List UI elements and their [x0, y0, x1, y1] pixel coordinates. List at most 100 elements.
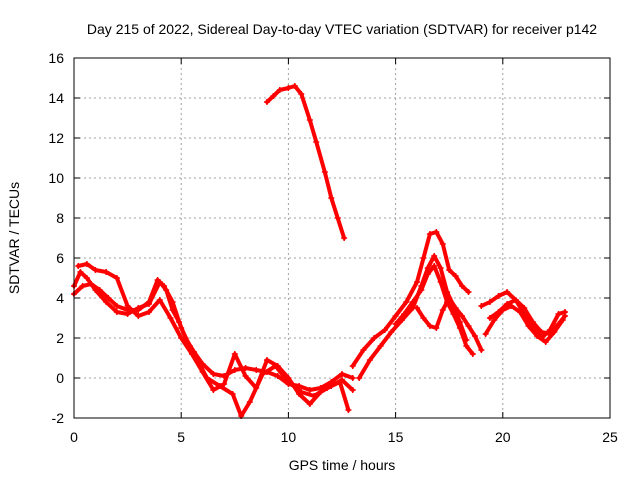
data-point: [392, 313, 399, 319]
data-point: [471, 333, 478, 339]
data-point: [388, 329, 395, 335]
data-point: [433, 325, 440, 331]
data-point: [521, 305, 528, 311]
data-point: [96, 287, 103, 293]
data-point: [546, 331, 553, 337]
data-point: [463, 343, 470, 349]
data-point: [392, 321, 399, 327]
data-point: [339, 371, 345, 377]
data-point: [516, 309, 523, 315]
y-tick-label: 16: [48, 50, 64, 66]
data-point: [446, 267, 453, 273]
data-point: [459, 283, 466, 289]
y-tick-label: 8: [56, 210, 64, 226]
x-tick-label: 0: [70, 429, 78, 445]
data-point: [409, 299, 416, 305]
data-point: [452, 273, 459, 279]
x-axis-title: GPS time / hours: [289, 457, 396, 473]
data-point: [356, 375, 363, 381]
data-point: [274, 373, 281, 379]
data-point: [306, 387, 313, 393]
y-tick-label: 2: [56, 330, 64, 346]
data-point: [345, 407, 352, 413]
data-point: [291, 83, 298, 89]
y-tick-label: -2: [52, 410, 65, 426]
y-tick-label: 6: [56, 250, 64, 266]
data-point: [341, 235, 348, 241]
data-point: [525, 323, 532, 329]
data-point: [534, 333, 541, 339]
x-tick-label: 10: [281, 429, 297, 445]
data-point: [377, 343, 384, 349]
chart-title: Day 215 of 2022, Sidereal Day-to-day VTE…: [87, 21, 597, 37]
data-point: [167, 315, 174, 321]
data-point: [146, 309, 153, 315]
data-point: [306, 117, 313, 123]
data-point: [446, 295, 453, 301]
data-point: [486, 299, 493, 305]
data-point: [146, 299, 153, 305]
data-point: [83, 275, 90, 281]
data-point: [124, 303, 131, 309]
data-point: [465, 323, 472, 329]
data-point: [253, 385, 260, 391]
data-point: [263, 99, 270, 105]
data-point: [79, 283, 86, 289]
data-point: [418, 287, 425, 293]
data-point: [229, 391, 236, 397]
y-tick-label: 4: [56, 290, 64, 306]
data-point: [306, 401, 313, 407]
data-point: [486, 315, 493, 321]
data-point: [459, 313, 466, 319]
data-point: [504, 289, 511, 295]
data-point: [321, 169, 328, 175]
grid-lines: [74, 58, 610, 418]
data-point: [433, 229, 440, 235]
data-point: [478, 347, 485, 353]
y-tick-label: 14: [48, 90, 64, 106]
series-track-2: [72, 278, 351, 418]
data-point: [199, 369, 206, 375]
data-point: [478, 303, 485, 309]
data-point: [555, 311, 562, 317]
data-point: [491, 317, 498, 323]
data-point: [349, 387, 356, 393]
data-point: [274, 363, 281, 369]
data-point: [169, 299, 176, 305]
data-point: [88, 281, 95, 287]
series-track-4: [265, 84, 347, 240]
data-point: [381, 327, 388, 333]
data-point: [135, 307, 142, 313]
data-point: [426, 231, 433, 237]
data-point: [426, 323, 433, 329]
data-series: [71, 83, 568, 419]
data-point: [156, 297, 163, 303]
data-point: [371, 335, 378, 341]
data-point: [495, 309, 502, 315]
data-point: [555, 321, 562, 327]
series-track-11: [487, 298, 567, 336]
data-point: [529, 319, 536, 325]
data-point: [439, 307, 446, 313]
data-point: [424, 265, 431, 271]
data-point: [512, 297, 519, 303]
data-point: [313, 139, 320, 145]
data-point: [296, 391, 303, 397]
data-point: [317, 389, 324, 395]
data-point: [420, 255, 427, 261]
data-point: [450, 311, 457, 317]
data-point: [188, 351, 195, 357]
data-point: [92, 267, 99, 273]
data-point: [437, 265, 444, 271]
series-track-7: [393, 264, 475, 356]
data-point: [437, 279, 444, 285]
data-point: [420, 315, 427, 321]
data-point: [414, 279, 421, 285]
data-point: [334, 215, 341, 221]
data-point: [482, 331, 489, 337]
data-point: [113, 309, 120, 315]
data-point: [77, 269, 84, 275]
data-point: [103, 299, 110, 305]
data-point: [469, 351, 476, 357]
